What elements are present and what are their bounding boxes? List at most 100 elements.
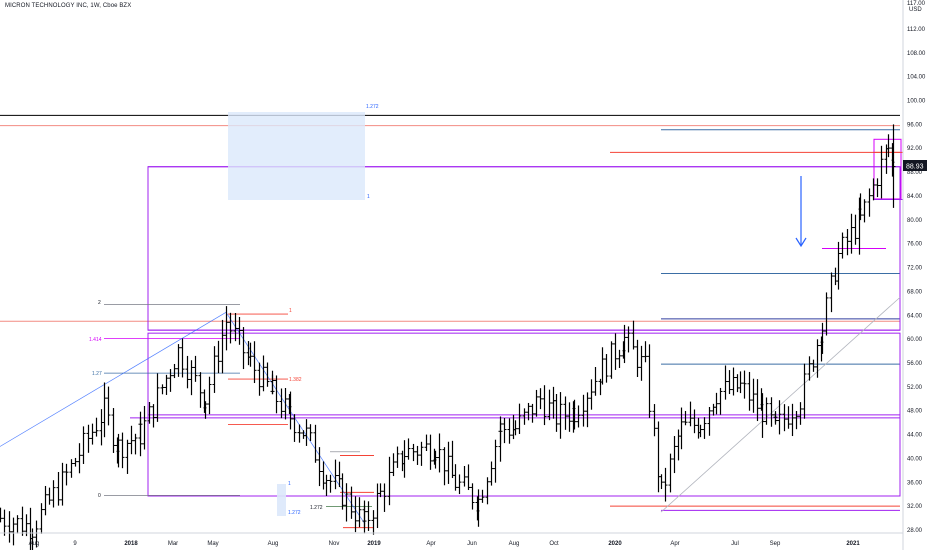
ohlc-bar — [530, 403, 535, 423]
trend-line — [660, 297, 901, 513]
ohlc-bar — [274, 375, 279, 414]
ohlc-bar — [297, 424, 302, 443]
ohlc-bar — [442, 447, 447, 486]
chart-title: MICRON TECHNOLOGY INC, 1W, Cboe BZX — [5, 3, 132, 9]
ohlc-bar — [313, 424, 318, 463]
ohlc-bar — [203, 401, 208, 419]
ohlc-bar — [375, 483, 380, 529]
ohlc-bar — [879, 145, 884, 199]
ohlc-bar — [698, 424, 703, 438]
ohlc-bar — [353, 496, 358, 533]
ohlc-bar — [622, 324, 627, 364]
ohlc-bar — [807, 356, 812, 381]
ohlc-bar — [69, 459, 74, 478]
ohlc-bar — [457, 474, 462, 495]
ohlc-bar — [301, 430, 306, 439]
ohlc-bar — [47, 487, 52, 505]
ohlc-bar — [845, 229, 850, 256]
ohlc-bar — [366, 501, 371, 531]
ohlc-bar — [617, 349, 622, 368]
ohlc-bar — [489, 461, 494, 486]
ohlc-bar — [668, 453, 673, 493]
currency-label: USD — [909, 7, 922, 13]
ohlc-bar — [0, 507, 3, 523]
y-tick-label: 36.00 — [907, 480, 923, 486]
ohlc-bar — [344, 483, 349, 522]
fib-label-1-right: 1 — [289, 308, 292, 314]
ohlc-bar — [411, 443, 416, 462]
ohlc-bar — [581, 394, 586, 427]
current-price-tag — [903, 160, 927, 171]
ohlc-bar — [2, 509, 7, 536]
ohlc-bar — [402, 440, 407, 478]
ohlc-bar — [875, 178, 880, 198]
x-tick-label: Nov — [329, 541, 340, 547]
price-axis-top-label: 117.00 — [907, 1, 926, 7]
ohlc-bar — [142, 405, 147, 450]
fib-label-1-small: 1 — [288, 481, 291, 487]
ohlc-bar — [237, 316, 242, 345]
fib-label-1-box: 1 — [367, 194, 370, 200]
ohlc-bar — [659, 474, 664, 490]
ohlc-bar — [43, 485, 48, 516]
ohlc-bar — [180, 338, 185, 378]
fib-extension-box-top — [228, 112, 365, 200]
ohlc-bar — [172, 363, 177, 379]
ohlc-bar — [391, 453, 396, 477]
ohlc-bar — [631, 320, 636, 350]
ohlc-bar — [794, 410, 799, 430]
ohlc-bar — [786, 406, 791, 429]
ohlc-bar — [241, 327, 246, 370]
x-tick-label: Jul — [731, 541, 739, 547]
y-tick-label: 88.00 — [907, 170, 923, 176]
x-tick-label: Oct — [549, 541, 559, 547]
ohlc-bar — [609, 341, 614, 379]
ohlc-bar — [769, 397, 774, 427]
ohlc-bar — [73, 457, 78, 467]
ohlc-bar — [99, 409, 104, 446]
y-tick-label: 100.00 — [907, 99, 926, 105]
ohlc-bar — [886, 134, 891, 158]
ohlc-bar — [833, 267, 838, 286]
ohlc-bar — [102, 382, 107, 438]
ohlc-bar — [802, 363, 807, 419]
ohlc-bar — [138, 411, 143, 457]
ohlc-bar — [20, 506, 25, 536]
y-tick-label: 56.00 — [907, 361, 923, 367]
ohlc-bar — [189, 360, 194, 396]
ohlc-bar — [324, 474, 329, 496]
ohlc-bar — [371, 510, 376, 535]
ohlc-bar — [111, 408, 116, 453]
ohlc-bar — [647, 344, 652, 418]
ohlc-bar — [604, 354, 609, 383]
ohlc-bar — [727, 370, 732, 395]
y-tick-label: 108.00 — [907, 51, 926, 57]
ohlc-bar — [216, 340, 221, 374]
ohlc-bar — [193, 355, 198, 382]
y-tick-label: 68.00 — [907, 289, 923, 295]
y-tick-label: 76.00 — [907, 242, 923, 248]
ohlc-bar — [554, 393, 559, 432]
ohlc-bar — [517, 403, 522, 434]
ohlc-bar — [613, 333, 618, 370]
ohlc-bar — [207, 376, 212, 415]
purple-range-box — [147, 166, 901, 331]
x-tick-label: 9 — [73, 541, 77, 547]
ohlc-bar — [317, 447, 322, 487]
ohlc-bar — [534, 389, 539, 417]
ohlc-bar — [160, 384, 165, 395]
ohlc-bar — [840, 232, 845, 259]
ohlc-bar — [862, 199, 867, 223]
ohlc-bar — [261, 355, 266, 392]
ohlc-bar — [7, 511, 12, 543]
y-tick-label: 32.00 — [907, 504, 923, 510]
ohlc-bar — [790, 403, 795, 437]
ohlc-bar — [51, 480, 56, 508]
ohlc-bar — [86, 424, 91, 453]
fib-label-1382: 1.382 — [289, 377, 302, 383]
ohlc-bar — [395, 446, 400, 468]
ohlc-bar — [382, 483, 387, 512]
